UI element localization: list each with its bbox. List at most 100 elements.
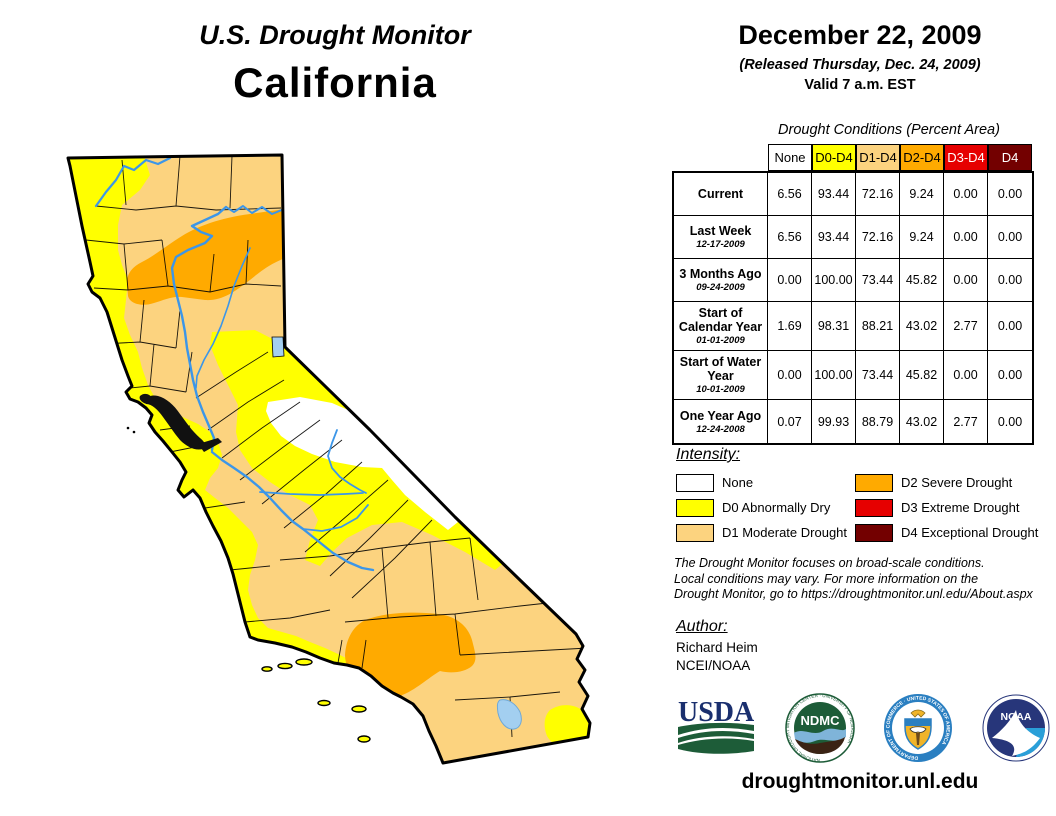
author-org: NCEI/NOAA — [676, 658, 751, 673]
page-title: U.S. Drought Monitor California — [140, 20, 530, 107]
percent-area-value: 0.00 — [768, 351, 812, 400]
percent-area-value: 0.00 — [944, 351, 988, 400]
column-header-none: None — [768, 144, 812, 171]
percent-area-value: 93.44 — [812, 216, 856, 259]
d2-region-north — [126, 208, 292, 305]
release-date: (Released Thursday, Dec. 24, 2009) — [739, 57, 981, 73]
author-heading: Author: — [676, 618, 728, 635]
percent-area-value: 1.69 — [768, 302, 812, 351]
row-label: 3 Months Ago 09-24-2009 — [674, 259, 768, 302]
legend-item-d4: D4 Exceptional Drought — [855, 520, 1056, 545]
san-francisco-bay — [139, 393, 222, 452]
percent-area-value: 88.21 — [856, 302, 900, 351]
table-row: Current 6.56 93.44 72.16 9.24 0.00 0.00 — [674, 173, 1032, 216]
percent-area-value: 72.16 — [856, 216, 900, 259]
drought-conditions-table: None D0-D4 D1-D4 D2-D4 D3-D4 D4 Current 6.56 93… — [672, 144, 1034, 445]
noaa-logo: NOAA — [982, 694, 1050, 762]
legend-label: D1 Moderate Drought — [722, 525, 848, 540]
table-caption: Drought Conditions (Percent Area) — [778, 122, 1000, 138]
percent-area-value: 9.24 — [900, 216, 944, 259]
legend-item-none: None — [676, 470, 855, 495]
percent-area-value: 0.00 — [944, 216, 988, 259]
percent-area-value: 45.82 — [900, 351, 944, 400]
percent-area-value: 0.00 — [944, 259, 988, 302]
percent-area-value: 0.00 — [988, 216, 1032, 259]
doc-seal-logo: DEPARTMENT OF COMMERCE · UNITED STATES O… — [884, 694, 953, 762]
row-label: Start of Water Year 10-01-2009 — [674, 351, 768, 400]
percent-area-value: 100.00 — [812, 259, 856, 302]
california-state-outline — [66, 153, 592, 765]
row-label: One Year Ago 12-24-2008 — [674, 400, 768, 443]
legend-label: D3 Extreme Drought — [901, 500, 1020, 515]
percent-area-value: 9.24 — [900, 173, 944, 216]
salton-sea — [496, 699, 522, 730]
disclaimer-line: The Drought Monitor focuses on broad-sca… — [674, 556, 985, 570]
column-header-d3-d4: D3-D4 — [944, 144, 988, 171]
disclaimer-text: The Drought Monitor focuses on broad-sca… — [674, 556, 1056, 603]
legend-item-d3: D3 Extreme Drought — [855, 495, 1056, 520]
percent-area-value: 0.00 — [988, 173, 1032, 216]
california-drought-map — [8, 130, 668, 816]
rivers — [94, 156, 375, 572]
column-header-d4: D4 — [988, 144, 1032, 171]
map-date: December 22, 2009 — [738, 20, 982, 50]
legend-label: D4 Exceptional Drought — [901, 525, 1039, 540]
row-label: Last Week 12-17-2009 — [674, 216, 768, 259]
percent-area-value: 73.44 — [856, 351, 900, 400]
table-row: 3 Months Ago 09-24-2009 0.00 100.00 73.44 45.… — [674, 259, 1032, 302]
none-region-east — [266, 397, 458, 530]
report-name: U.S. Drought Monitor — [199, 20, 471, 50]
row-label: Current — [674, 173, 768, 216]
legend-swatch — [676, 523, 714, 542]
date-block: December 22, 2009 (Released Thursday, De… — [664, 20, 1056, 93]
ndmc-logo-text: NDMC — [800, 713, 840, 728]
percent-area-value: 72.16 — [856, 173, 900, 216]
table-header-row: None D0-D4 D1-D4 D2-D4 D3-D4 D4 — [768, 144, 1034, 171]
legend-item-d2: D2 Severe Drought — [855, 470, 1056, 495]
legend-item-d0: D0 Abnormally Dry — [676, 495, 855, 520]
channel-islands — [261, 658, 371, 743]
percent-area-value: 0.00 — [997, 414, 1023, 429]
author-name: Richard Heim — [676, 640, 758, 655]
legend-swatch — [676, 473, 714, 492]
table-row: Start of Water Year 10-01-2009 0.00 100.00 7… — [674, 351, 1032, 400]
percent-area-value: 0.00 — [988, 259, 1032, 302]
percent-area-value: 98.31 — [812, 302, 856, 351]
column-header-d0-d4: D0-D4 — [812, 144, 856, 171]
state-name: California — [233, 59, 437, 106]
table-row: One Year Ago 12-24-2008 0.07 99.93 88.79 43.0… — [674, 400, 1032, 443]
legend-swatch — [855, 473, 893, 492]
valid-time: Valid 7 a.m. EST — [804, 77, 916, 93]
info-panel: December 22, 2009 (Released Thursday, De… — [664, 0, 1056, 816]
column-header-d2-d4: D2-D4 — [900, 144, 944, 171]
usda-logo: USDA — [678, 697, 755, 754]
legend-swatch — [676, 498, 714, 517]
percent-area-value: 100.00 — [812, 351, 856, 400]
percent-area-value: 43.02 — [900, 400, 944, 443]
table-row: Start of Calendar Year 01-01-2009 1.69 98.3… — [674, 302, 1032, 351]
noaa-logo-text: NOAA — [1001, 711, 1032, 723]
disclaimer-line: Local conditions may vary. For more info… — [674, 571, 979, 586]
percent-area-value: 2.77 — [944, 400, 988, 443]
farallon-islands — [126, 426, 136, 434]
percent-area-value: 6.56 — [768, 173, 812, 216]
percent-area-value: 2.77 — [944, 302, 988, 351]
legend-heading: Intensity: — [676, 446, 741, 463]
percent-area-value: 43.02 — [900, 302, 944, 351]
percent-area-value: 88.79 — [856, 400, 900, 443]
legend-swatch — [855, 498, 893, 517]
d2-region-south — [345, 612, 476, 698]
site-url: droughtmonitor.unl.edu — [741, 770, 979, 793]
legend-label: D2 Severe Drought — [901, 475, 1013, 490]
lake-tahoe — [271, 336, 285, 358]
legend-label: D0 Abnormally Dry — [722, 500, 831, 515]
percent-area-value: 73.44 — [856, 259, 900, 302]
row-label: Start of Calendar Year 01-01-2009 — [674, 302, 768, 351]
county-boundaries — [85, 155, 589, 738]
percent-area-value: 99.93 — [812, 400, 856, 443]
percent-area-value: 0.00 — [944, 173, 988, 216]
percent-area-value: 0.00 — [988, 351, 1032, 400]
column-header-d1-d4: D1-D4 — [856, 144, 900, 171]
ndmc-logo: NDMC NATIONAL DROUGHT MITIGATION CENTER … — [785, 693, 855, 763]
